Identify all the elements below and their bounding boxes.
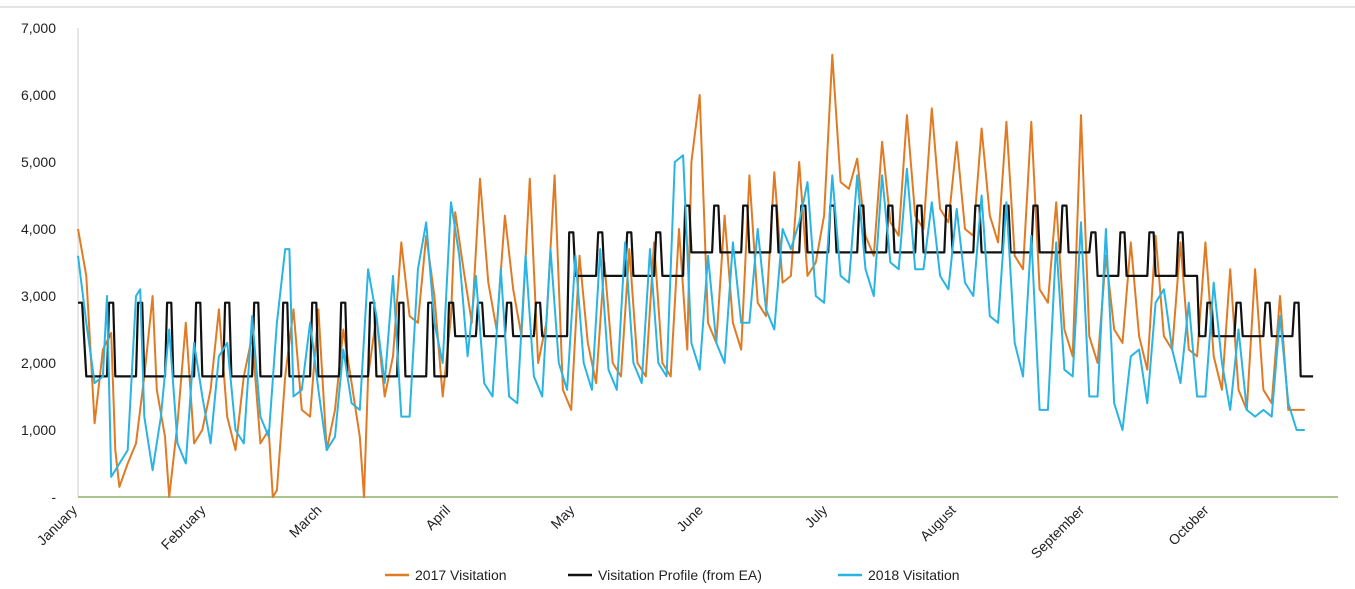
x-tick-label: February xyxy=(158,502,209,553)
legend-label-0: 2017 Visitation xyxy=(415,567,507,583)
y-tick-label: 5,000 xyxy=(21,154,56,170)
x-tick-label: January xyxy=(34,502,81,549)
series-line-1 xyxy=(78,204,1314,378)
x-tick-label: September xyxy=(1028,502,1088,562)
series-line-0 xyxy=(77,53,1305,498)
y-tick-label: 2,000 xyxy=(21,355,56,371)
legend-label-2: 2018 Visitation xyxy=(868,567,960,583)
legend: 2017 Visitation Visitation Profile (from … xyxy=(385,567,960,583)
x-tick-labels: January February March April May June July Augu… xyxy=(34,502,1212,562)
x-tick-label: May xyxy=(547,502,577,532)
y-tick-label: - xyxy=(51,489,56,505)
x-tick-label: October xyxy=(1165,502,1212,549)
legend-label-1: Visitation Profile (from EA) xyxy=(598,567,762,583)
y-tick-label: 6,000 xyxy=(21,87,56,103)
x-tick-label: July xyxy=(801,502,830,531)
x-tick-label: August xyxy=(917,502,959,544)
y-tick-label: 4,000 xyxy=(21,221,56,237)
series-lines xyxy=(77,53,1314,498)
y-tick-labels: - 1,000 2,000 3,000 4,000 5,000 6,000 7,000 xyxy=(21,20,56,505)
series-line-2 xyxy=(77,154,1305,478)
x-tick-label: March xyxy=(286,502,325,541)
y-tick-label: 3,000 xyxy=(21,288,56,304)
x-tick-label: June xyxy=(673,502,706,535)
x-tick-label: April xyxy=(422,502,453,533)
y-tick-label: 7,000 xyxy=(21,20,56,36)
y-tick-label: 1,000 xyxy=(21,422,56,438)
